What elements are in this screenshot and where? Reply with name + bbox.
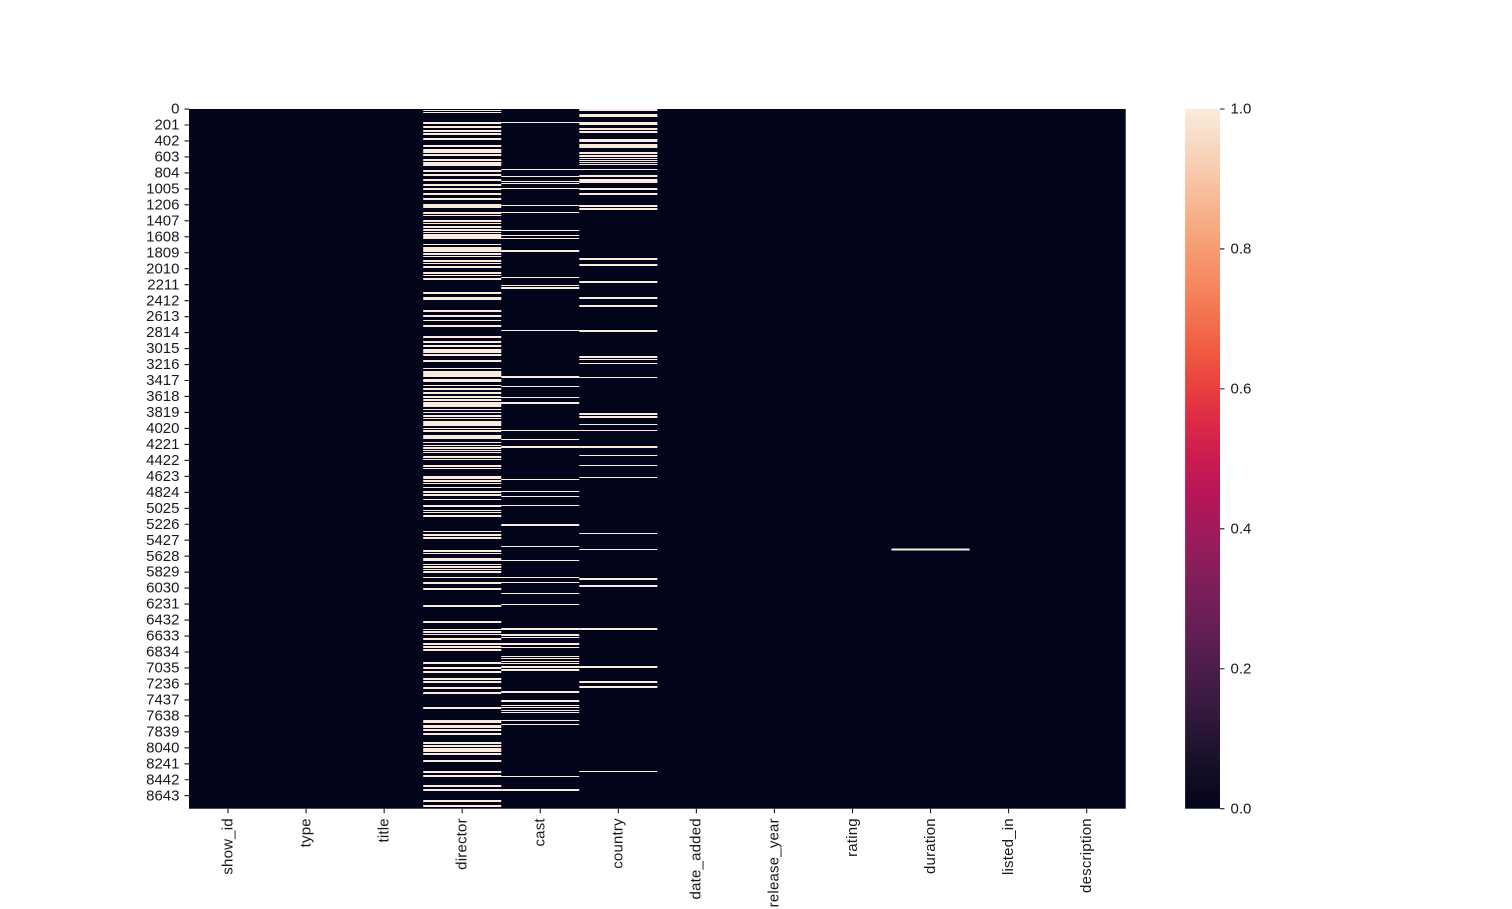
- svg-text:type: type: [297, 818, 314, 847]
- svg-text:listed_in: listed_in: [1000, 818, 1017, 875]
- svg-text:0.2: 0.2: [1231, 660, 1252, 677]
- svg-text:2613: 2613: [146, 308, 179, 325]
- svg-text:6633: 6633: [146, 628, 179, 645]
- svg-text:8241: 8241: [146, 755, 179, 772]
- svg-text:show_id: show_id: [219, 818, 236, 874]
- svg-text:1809: 1809: [146, 244, 179, 261]
- svg-text:4623: 4623: [146, 468, 179, 485]
- svg-text:0.6: 0.6: [1231, 380, 1252, 397]
- svg-text:6834: 6834: [146, 644, 179, 661]
- svg-text:3819: 3819: [146, 404, 179, 421]
- svg-text:2010: 2010: [146, 260, 179, 277]
- svg-text:4422: 4422: [146, 452, 179, 469]
- svg-text:5829: 5829: [146, 564, 179, 581]
- svg-text:603: 603: [154, 149, 179, 166]
- svg-text:2211: 2211: [147, 276, 179, 293]
- svg-text:2412: 2412: [146, 292, 179, 309]
- svg-text:402: 402: [154, 133, 179, 150]
- svg-text:director: director: [454, 818, 471, 870]
- svg-text:title: title: [375, 818, 392, 842]
- svg-text:6030: 6030: [146, 580, 179, 597]
- svg-text:5226: 5226: [146, 516, 179, 533]
- svg-text:1005: 1005: [146, 180, 179, 197]
- svg-text:4824: 4824: [146, 484, 179, 501]
- svg-text:5628: 5628: [146, 548, 179, 565]
- svg-text:5025: 5025: [146, 500, 179, 517]
- svg-text:0: 0: [171, 101, 179, 118]
- svg-text:201: 201: [154, 117, 179, 134]
- svg-text:date_added: date_added: [688, 818, 705, 899]
- svg-text:3417: 3417: [146, 372, 179, 389]
- svg-text:4221: 4221: [146, 436, 179, 453]
- svg-text:cast: cast: [532, 818, 549, 847]
- svg-text:8040: 8040: [146, 739, 179, 756]
- svg-text:1206: 1206: [146, 196, 179, 213]
- svg-text:8442: 8442: [146, 771, 179, 788]
- svg-text:2814: 2814: [146, 324, 179, 341]
- svg-text:7236: 7236: [146, 676, 179, 693]
- svg-text:6432: 6432: [146, 612, 179, 629]
- svg-text:country: country: [610, 818, 627, 869]
- svg-text:5427: 5427: [146, 532, 179, 549]
- svg-text:0.0: 0.0: [1231, 800, 1252, 817]
- svg-text:7638: 7638: [146, 707, 179, 724]
- svg-text:7839: 7839: [146, 723, 179, 740]
- svg-text:release_year: release_year: [766, 818, 783, 907]
- svg-text:6231: 6231: [146, 596, 179, 613]
- svg-text:description: description: [1078, 818, 1095, 893]
- svg-text:duration: duration: [922, 818, 939, 874]
- svg-text:rating: rating: [844, 818, 861, 857]
- svg-text:1.0: 1.0: [1231, 101, 1252, 118]
- svg-text:3618: 3618: [146, 388, 179, 405]
- svg-text:1407: 1407: [146, 212, 179, 229]
- svg-text:4020: 4020: [146, 420, 179, 437]
- svg-text:3015: 3015: [146, 340, 179, 357]
- svg-text:0.4: 0.4: [1231, 520, 1252, 537]
- svg-text:7035: 7035: [146, 660, 179, 677]
- svg-text:804: 804: [154, 165, 179, 182]
- svg-text:8643: 8643: [146, 787, 179, 804]
- svg-text:0.8: 0.8: [1231, 241, 1252, 258]
- svg-text:1608: 1608: [146, 228, 179, 245]
- svg-text:3216: 3216: [146, 356, 179, 373]
- svg-text:7437: 7437: [146, 692, 179, 709]
